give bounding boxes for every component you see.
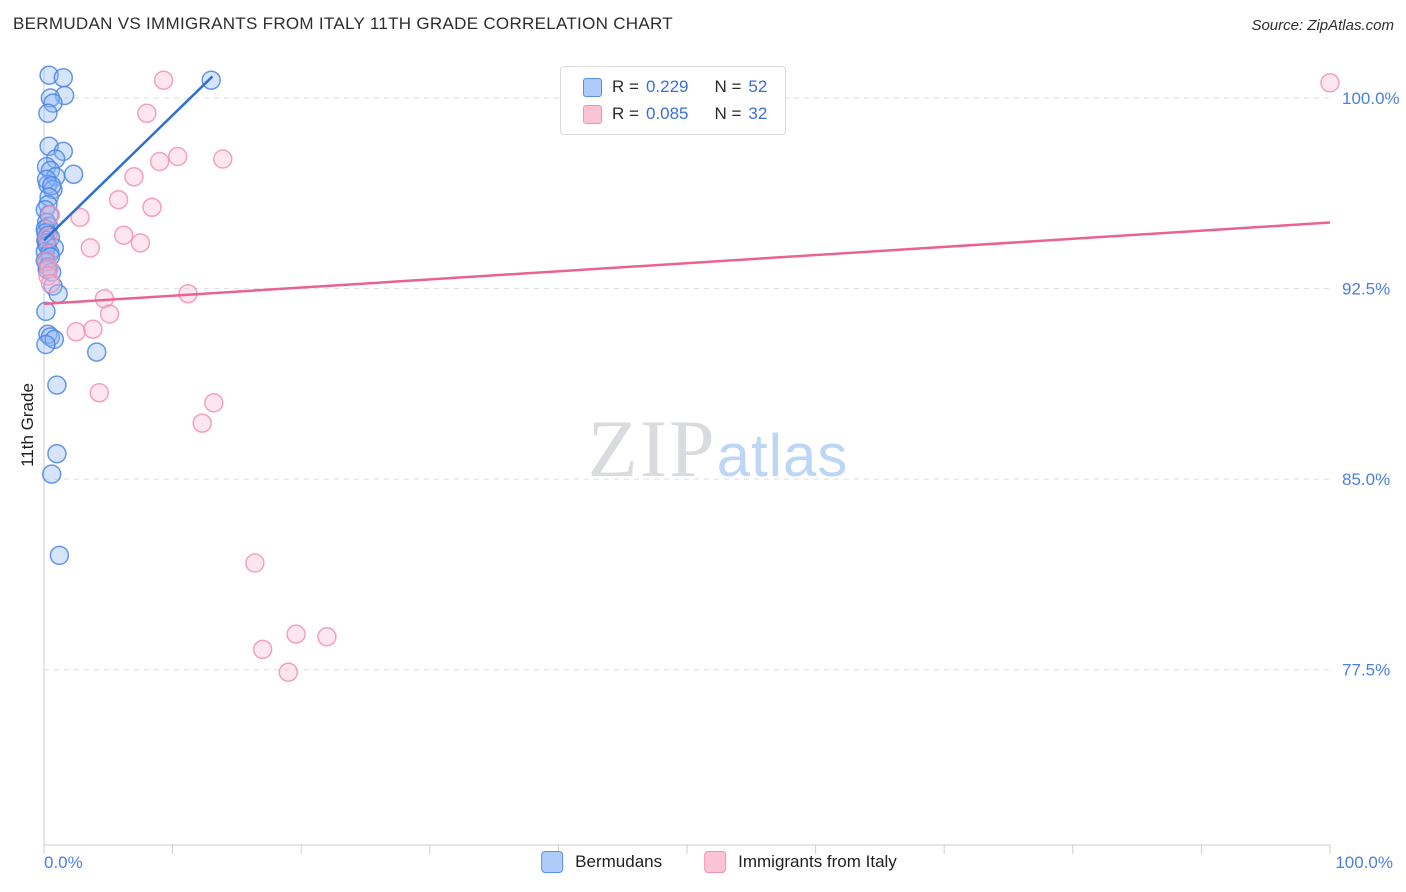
y-tick-label: 85.0%: [1342, 470, 1390, 489]
scatter-point: [80, 238, 101, 258]
scatter-point: [36, 250, 57, 271]
scatter-point: [1320, 73, 1340, 93]
scatter-point: [252, 639, 273, 660]
y-tick-label: 100.0%: [1342, 89, 1400, 108]
italy-label: Immigrants from Italy: [738, 852, 897, 871]
scatter-point: [40, 88, 61, 108]
scatter-point: [40, 273, 61, 294]
legend-row-bermudans: R = 0.229 N = 52: [583, 77, 767, 97]
trend-line: [43, 221, 1331, 306]
r-value: 0.229: [645, 77, 689, 96]
watermark-atlas: atlas: [716, 422, 849, 489]
r-label: R =: [612, 77, 639, 96]
n-label: N =: [714, 104, 742, 123]
scatter-point: [89, 383, 110, 403]
scatter-point: [47, 375, 67, 395]
scatter-point: [49, 545, 70, 566]
page-title: BERMUDAN VS IMMIGRANTS FROM ITALY 11TH G…: [13, 14, 673, 33]
scatter-point: [204, 393, 224, 413]
scatter-point: [286, 624, 306, 644]
scatter-point: [124, 167, 144, 187]
bermudans-label: Bermudans: [575, 852, 663, 871]
scatter-point: [53, 67, 74, 88]
n-label: N =: [714, 77, 742, 96]
scatter-point: [113, 225, 134, 245]
n-value: 52: [748, 77, 768, 96]
r-value: 0.085: [645, 104, 689, 123]
y-axis-title: 11th Grade: [18, 383, 37, 467]
scatter-point: [108, 189, 129, 210]
scatter-point: [153, 70, 174, 90]
scatter-point: [130, 233, 151, 253]
scatter-point: [86, 342, 107, 362]
scatter-point: [66, 322, 86, 342]
scatter-point: [38, 266, 58, 286]
scatter-point: [278, 662, 299, 682]
x-axis-max-label: 100.0%: [1335, 853, 1393, 872]
r-label: R =: [612, 104, 639, 123]
italy-swatch: [704, 851, 727, 873]
scatter-point: [40, 205, 61, 225]
scatter-point: [41, 175, 62, 196]
scatter-point: [63, 164, 84, 185]
scatter-point: [149, 151, 170, 172]
scatter-point: [245, 553, 265, 573]
scatter-point: [167, 146, 188, 167]
scatter-point: [36, 334, 56, 355]
scatter-point: [36, 301, 56, 322]
legend-row-italy: R = 0.085 N = 32: [583, 104, 767, 124]
scatter-point: [54, 85, 75, 106]
trend-line: [43, 75, 214, 242]
bottom-legend: Bermudans Immigrants from Italy: [541, 851, 897, 873]
x-axis-min-label: 0.0%: [44, 853, 83, 872]
bermudans-legend-swatch: [583, 77, 602, 97]
scatter-point: [201, 70, 221, 90]
scatter-point: [83, 319, 103, 339]
scatter-point: [317, 626, 337, 647]
scatter-point: [39, 65, 59, 85]
scatter-point: [39, 258, 59, 279]
bermudans-swatch: [541, 851, 564, 873]
legend-box: R = 0.229 N = 52 R = 0.085 N = 32: [560, 66, 787, 135]
scatter-point: [142, 197, 162, 218]
scatter-point: [43, 93, 63, 113]
scatter-point: [213, 149, 233, 169]
italy-legend-swatch: [583, 104, 602, 124]
scatter-point: [192, 413, 212, 433]
n-value: 32: [748, 104, 768, 123]
scatter-point: [137, 103, 157, 124]
y-tick-label: 92.5%: [1342, 280, 1390, 299]
scatter-point: [70, 207, 90, 228]
scatter-point: [38, 103, 58, 124]
source-label: Source: ZipAtlas.com: [1251, 17, 1394, 34]
scatter-point: [99, 304, 120, 324]
scatter-point: [41, 464, 62, 484]
y-tick-label: 77.5%: [1342, 661, 1390, 680]
scatter-point: [53, 141, 74, 162]
scatter-point: [47, 443, 67, 464]
